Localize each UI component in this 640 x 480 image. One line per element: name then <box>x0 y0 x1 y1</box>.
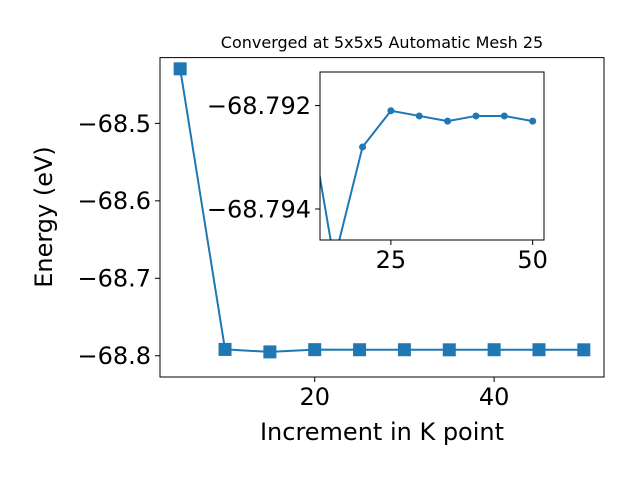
inset-plot-background <box>320 72 544 240</box>
inset-data-point <box>444 117 452 125</box>
main-ticks: 20 40 −68.5 −68.6 −68.7 −68.8 <box>77 110 509 411</box>
main-data-point <box>442 343 456 357</box>
inset-series <box>320 107 537 240</box>
main-y-tick-label: −68.8 <box>77 342 151 370</box>
x-axis-label: Increment in K point <box>260 418 504 446</box>
inset-data-point <box>500 112 508 120</box>
main-series-line <box>179 68 584 353</box>
main-data-point <box>353 343 367 357</box>
main-y-tick-label: −68.7 <box>77 265 151 293</box>
inset-chart: 25 50 −68.794 −68.792 <box>207 71 548 274</box>
main-data-point <box>173 62 187 76</box>
main-data-point <box>487 343 501 357</box>
main-data-point <box>532 343 546 357</box>
y-axis-label: Energy (eV) <box>30 146 58 288</box>
main-series <box>173 62 591 359</box>
main-y-tick-label: −68.5 <box>77 110 151 138</box>
inset-x-tick-label: 50 <box>517 246 548 274</box>
main-plot-frame <box>159 57 605 378</box>
inset-ticks: 25 50 −68.794 −68.792 <box>207 92 548 274</box>
main-data-point <box>263 345 277 359</box>
main-x-tick-label: 20 <box>299 383 330 411</box>
inset-y-tick-label: −68.794 <box>207 195 311 223</box>
inset-data-point <box>415 112 423 120</box>
inset-x-tick-label: 25 <box>376 246 407 274</box>
inset-data-point <box>472 112 480 120</box>
inset-data-point <box>359 143 367 151</box>
chart-title: Converged at 5x5x5 Automatic Mesh 25 <box>221 33 543 52</box>
inset-y-tick-label: −68.792 <box>207 92 311 120</box>
inset-plot-frame <box>319 71 545 241</box>
main-y-tick-label: −68.6 <box>77 187 151 215</box>
inset-data-point <box>387 107 395 115</box>
main-data-point <box>577 343 591 357</box>
main-data-point <box>218 342 232 356</box>
main-data-point <box>308 343 322 357</box>
main-x-tick-label: 40 <box>479 383 510 411</box>
inset-data-point <box>529 117 537 125</box>
main-data-point <box>397 343 411 357</box>
